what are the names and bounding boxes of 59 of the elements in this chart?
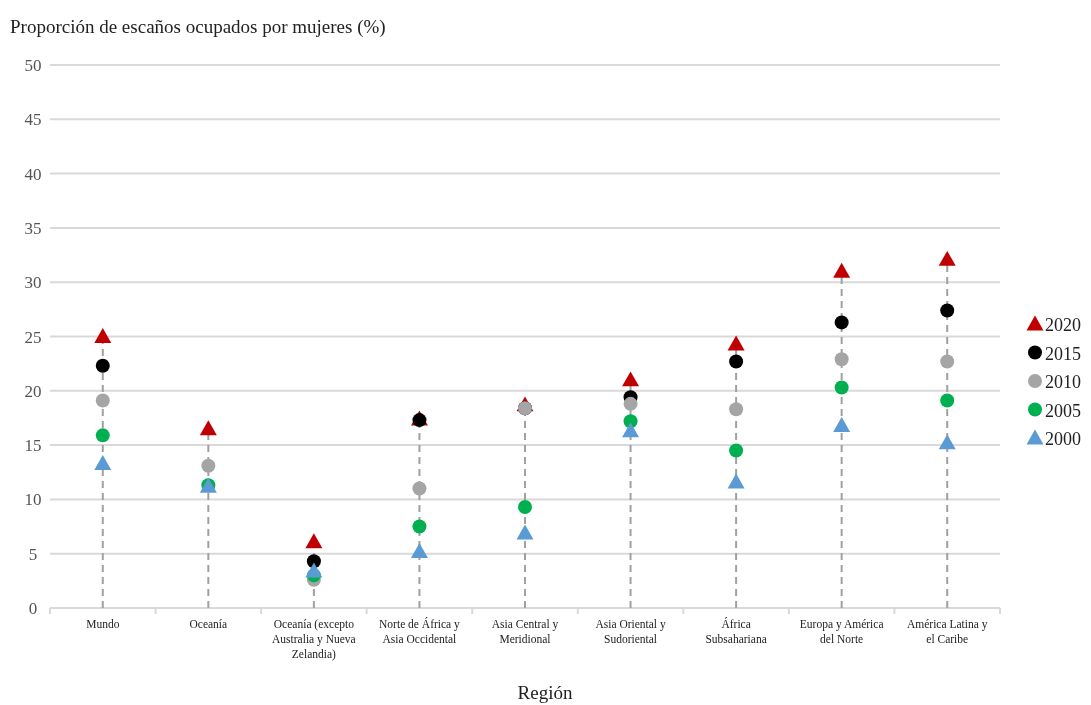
y-tick-label: 15 bbox=[24, 436, 42, 456]
point bbox=[729, 443, 744, 458]
x-tick-label: Oceanía (excepto Australia y Nueva Zelandia) bbox=[272, 618, 356, 661]
point bbox=[94, 328, 112, 343]
point bbox=[833, 417, 851, 432]
y-tick-label: 35 bbox=[24, 218, 42, 238]
y-tick-label: 10 bbox=[24, 490, 42, 510]
point bbox=[94, 455, 112, 470]
point bbox=[834, 352, 849, 367]
y-tick-label: 30 bbox=[24, 273, 42, 293]
x-axis-title: Región bbox=[517, 682, 573, 703]
point bbox=[199, 420, 217, 436]
point bbox=[518, 500, 532, 514]
point bbox=[833, 262, 851, 278]
legend-label: 2020 bbox=[1045, 315, 1081, 335]
x-tick-label: Mundo bbox=[86, 618, 120, 630]
point bbox=[834, 315, 849, 330]
point bbox=[938, 434, 956, 450]
point bbox=[412, 481, 427, 496]
point bbox=[95, 393, 110, 408]
x-tick-label: África Subsahariana bbox=[705, 617, 767, 645]
y-axis-title: Proporción de escaños ocupados por mujeres (%) bbox=[10, 16, 386, 38]
point bbox=[623, 396, 638, 411]
point bbox=[940, 303, 955, 318]
x-tick-label: Europa y América del Norte bbox=[799, 618, 884, 645]
x-tick-label: Norte de África y Asia Occidental bbox=[379, 617, 461, 645]
y-tick-label: 20 bbox=[24, 381, 42, 401]
point bbox=[201, 458, 216, 473]
legend-label: 2015 bbox=[1045, 343, 1081, 364]
y-tick-label: 5 bbox=[28, 544, 38, 564]
x-tick-label: Oceanía bbox=[189, 618, 228, 630]
x-tick-label: Asia Oriental y Sudoriental bbox=[595, 618, 666, 645]
point bbox=[940, 393, 955, 408]
point bbox=[729, 402, 744, 417]
x-tick-label: Asia Central y Meridional bbox=[491, 618, 559, 645]
point bbox=[940, 354, 955, 369]
point bbox=[622, 371, 640, 387]
point bbox=[729, 354, 744, 369]
point bbox=[834, 380, 849, 395]
y-tick-label: 25 bbox=[24, 327, 42, 347]
point bbox=[622, 422, 640, 438]
point bbox=[95, 358, 110, 373]
legend-label: 2000 bbox=[1045, 429, 1081, 449]
point bbox=[412, 519, 427, 534]
x-tick-label: América Latina y el Caribe bbox=[906, 618, 988, 645]
point bbox=[95, 428, 110, 443]
point bbox=[410, 543, 428, 558]
y-tick-label: 45 bbox=[24, 110, 42, 130]
y-tick-label: 0 bbox=[28, 599, 38, 618]
legend-label: 2010 bbox=[1045, 372, 1081, 392]
point bbox=[727, 473, 745, 489]
y-tick-label: 40 bbox=[24, 164, 42, 184]
point bbox=[305, 562, 323, 578]
point bbox=[727, 335, 745, 351]
legend-label: 2005 bbox=[1045, 400, 1081, 421]
point bbox=[938, 250, 956, 266]
point bbox=[516, 524, 534, 540]
point bbox=[305, 533, 323, 549]
y-tick-label: 50 bbox=[24, 56, 42, 75]
